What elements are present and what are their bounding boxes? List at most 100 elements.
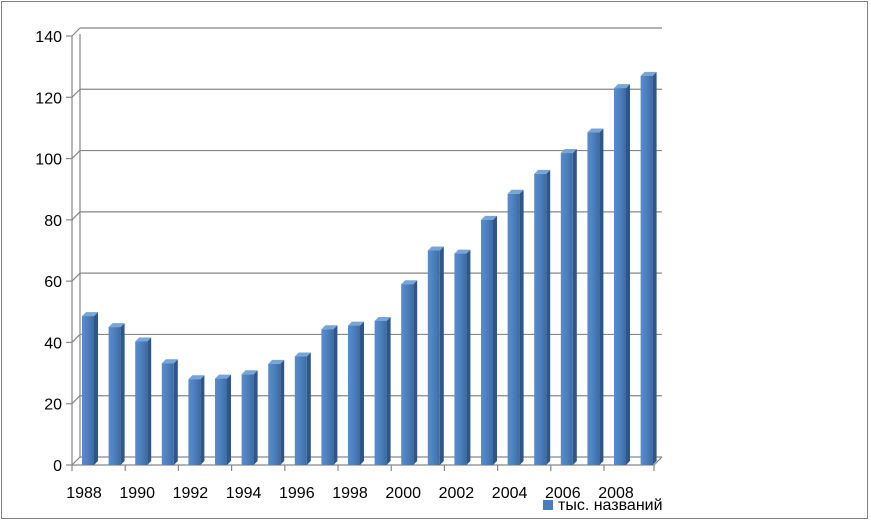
x-axis-labels: 1988 1990 1992 1994 1996 1998 2000 2002 2004 2006…	[66, 485, 634, 502]
bar-2001	[427, 246, 444, 465]
bar-2007	[587, 128, 604, 465]
gridline-side	[71, 88, 81, 98]
bar-top	[294, 352, 311, 357]
y-tick-label: 0	[53, 458, 62, 475]
bar-side	[120, 323, 125, 465]
bar-1996	[294, 352, 311, 465]
bar-1999	[374, 316, 391, 465]
bar-top	[268, 359, 285, 364]
x-tick-label: 2008	[598, 485, 634, 502]
bar-side	[599, 128, 604, 465]
bar-side	[200, 375, 205, 465]
bar-side	[360, 321, 364, 465]
y-tick-label: 120	[35, 90, 62, 107]
bar-top	[401, 280, 418, 285]
bar-front	[401, 284, 414, 465]
bar-1994	[241, 370, 258, 465]
x-tick-label: 2002	[439, 485, 475, 502]
bar-front	[454, 253, 467, 465]
bar-2004	[507, 189, 524, 465]
bar-front	[161, 363, 174, 465]
bar-top	[241, 370, 258, 375]
bar-top	[161, 359, 178, 364]
bar-top	[481, 215, 497, 220]
legend-swatch	[543, 500, 553, 510]
bar-side	[333, 325, 338, 465]
bar-1992	[188, 375, 205, 465]
bar-1995	[268, 359, 285, 465]
bar-front	[215, 378, 227, 465]
x-tick-label: 1988	[66, 485, 102, 502]
bar-front	[321, 329, 334, 465]
bars	[82, 71, 657, 465]
x-tick-label: 1992	[173, 485, 209, 502]
y-tick-label: 40	[44, 335, 62, 352]
bar-side	[626, 84, 630, 465]
bar-side	[413, 280, 418, 465]
bar-front	[348, 325, 360, 465]
y-tick-label: 140	[35, 29, 62, 46]
bar-front	[560, 153, 573, 465]
bar-2008	[614, 84, 630, 465]
y-tick-label: 20	[44, 397, 62, 414]
bar-side	[173, 359, 178, 465]
bar-side	[386, 316, 391, 465]
bar-top	[374, 316, 391, 321]
y-tick-label: 100	[35, 152, 62, 169]
bar-top	[188, 375, 205, 380]
bar-side	[253, 370, 258, 465]
bar-1990	[135, 337, 152, 465]
bar-side	[652, 71, 657, 465]
bar-side	[493, 215, 497, 465]
bar-2000	[401, 280, 418, 465]
legend-label: тыс. названий	[558, 497, 663, 514]
y-tick-label: 60	[44, 274, 62, 291]
x-tick-label: 2006	[545, 485, 581, 502]
bar-top	[534, 169, 551, 174]
bar-top	[321, 325, 338, 330]
bar-front	[534, 173, 547, 465]
bar-1993	[215, 374, 231, 465]
bar-side	[439, 246, 444, 465]
x-axis-corner	[653, 456, 663, 466]
bar-1998	[348, 321, 364, 465]
bar-top	[454, 249, 471, 254]
legend: тыс. названий	[543, 497, 663, 514]
x-tick-label: 1994	[226, 485, 262, 502]
bar-top	[108, 323, 125, 328]
bar-2009	[640, 71, 657, 465]
x-tick-label: 1998	[332, 485, 368, 502]
bar-top	[348, 321, 364, 326]
bar-front	[481, 219, 493, 465]
bar-top	[135, 337, 152, 342]
bar-front	[135, 341, 148, 465]
bar-side	[147, 337, 152, 465]
gridline-side	[71, 395, 81, 405]
bar-2005	[534, 169, 551, 465]
bar-front	[268, 363, 281, 465]
bar-side	[94, 312, 98, 465]
x-tick-label: 1996	[279, 485, 315, 502]
bar-top	[82, 312, 98, 317]
bar-1991	[161, 359, 178, 465]
gridline-side	[71, 150, 81, 159]
bar-side	[572, 149, 577, 465]
x-tick-label: 2000	[385, 485, 421, 502]
bar-top	[587, 128, 604, 133]
bar-front	[507, 193, 520, 465]
bar-front	[427, 250, 440, 465]
y-axis-labels: 0 20 40 60 80 100 120 140	[35, 29, 62, 475]
bar-side	[280, 359, 285, 465]
bar-front	[640, 75, 653, 465]
bar-front	[294, 356, 307, 465]
bar-1989	[108, 323, 125, 465]
bar-side	[306, 352, 311, 465]
bar-side	[466, 249, 471, 465]
bar-top	[640, 71, 657, 76]
bar-top	[507, 189, 524, 194]
bar-front	[614, 88, 626, 465]
y-tick-label: 80	[44, 213, 62, 230]
gridline-side	[71, 27, 81, 37]
gridline-side	[71, 456, 81, 466]
